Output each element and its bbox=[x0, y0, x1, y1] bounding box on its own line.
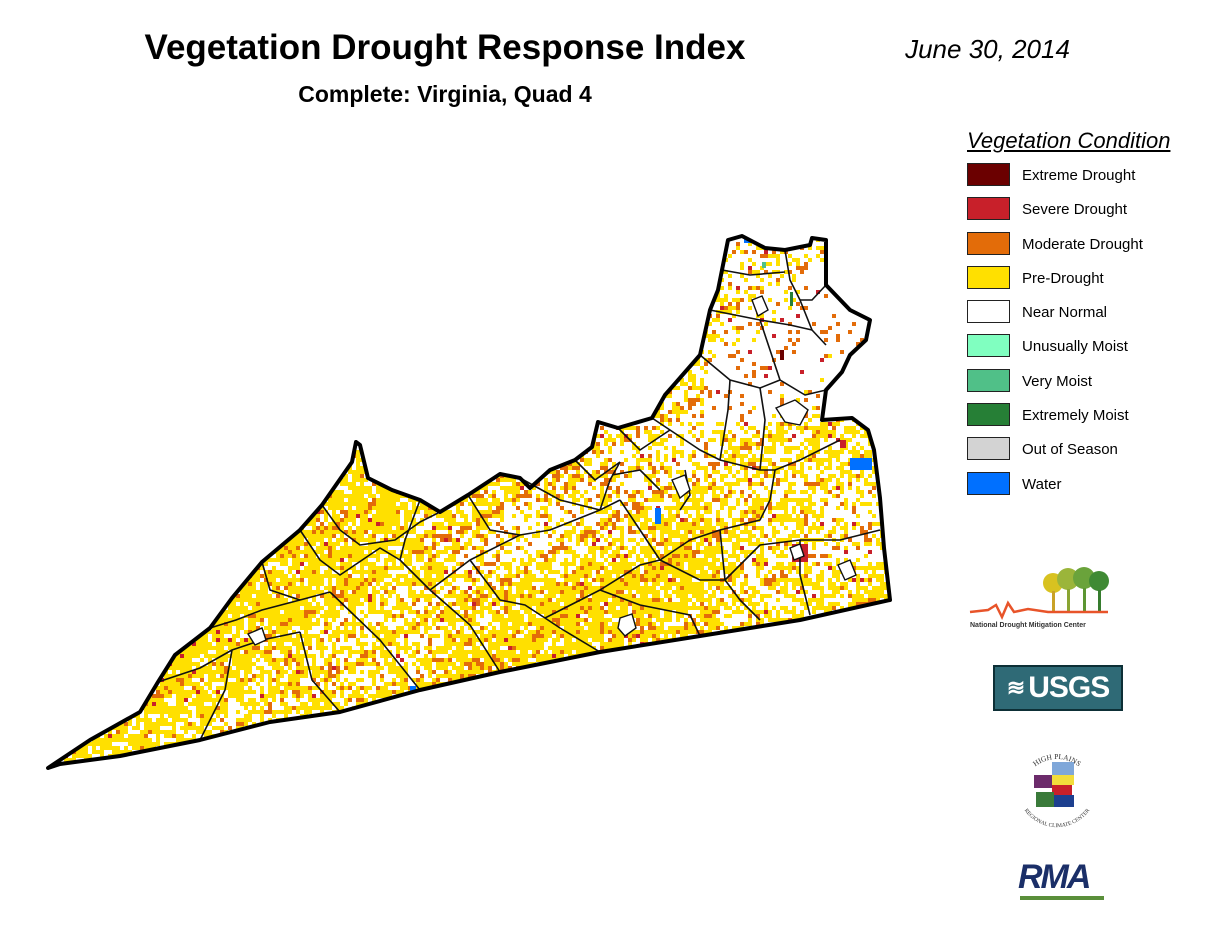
usgs-logo: ≋ USGS bbox=[993, 665, 1123, 711]
legend-swatch bbox=[967, 437, 1010, 461]
raster-patch bbox=[780, 350, 784, 360]
raster-patch bbox=[790, 292, 793, 306]
rma-underline bbox=[1020, 896, 1104, 900]
map-subtitle: Complete: Virginia, Quad 4 bbox=[298, 81, 592, 107]
raster-patch bbox=[762, 262, 766, 268]
legend-label: Extreme Drought bbox=[1022, 167, 1136, 184]
legend-item: Unusually Moist bbox=[967, 334, 1199, 368]
legend-item: Out of Season bbox=[967, 437, 1199, 471]
legend-title: Vegetation Condition bbox=[967, 128, 1171, 153]
legend-item: Moderate Drought bbox=[967, 231, 1199, 266]
raster-patch bbox=[850, 458, 872, 470]
legend-item: Pre-Drought bbox=[967, 265, 1199, 300]
legend-label: Near Normal bbox=[1022, 304, 1108, 322]
rma-logo: RMA bbox=[1018, 858, 1108, 902]
legend-label: Out of Season bbox=[1022, 441, 1118, 459]
legend-label: Very Moist bbox=[1022, 372, 1093, 390]
usgs-wave-icon: ≋ bbox=[1006, 675, 1025, 700]
legend-item: Extreme Drought bbox=[967, 163, 1199, 197]
rma-logo-text: RMA bbox=[1018, 858, 1091, 896]
legend-swatch bbox=[967, 368, 1010, 392]
legend-label: Severe Drought bbox=[1022, 201, 1128, 219]
ndmc-logo: National Drought Mitigation Center bbox=[968, 565, 1113, 633]
legend-item: Water bbox=[967, 471, 1199, 506]
legend-swatch bbox=[967, 231, 1010, 255]
county-boundaries bbox=[157, 249, 881, 741]
independent-city-outlines bbox=[246, 295, 857, 646]
legend-item: Severe Drought bbox=[967, 197, 1199, 231]
legend-swatch bbox=[967, 163, 1010, 186]
legend-item: Extremely Moist bbox=[967, 403, 1199, 437]
legend-items: Extreme Drought Severe Drought Moderate Dr… bbox=[967, 163, 1199, 506]
legend-swatch bbox=[967, 334, 1010, 358]
map-title: Vegetation Drought Response Index bbox=[144, 28, 746, 67]
legend-swatch bbox=[967, 300, 1010, 324]
legend-label: Water bbox=[1022, 475, 1062, 493]
raster-patch bbox=[840, 440, 846, 448]
legend-label: Extremely Moist bbox=[1022, 407, 1129, 425]
ndmc-logo-text: National Drought Mitigation Center bbox=[970, 622, 1086, 629]
legend-swatch bbox=[967, 265, 1010, 289]
raster-patch bbox=[655, 508, 661, 524]
map-date: June 30, 2014 bbox=[905, 34, 1070, 64]
legend-swatch bbox=[967, 471, 1010, 495]
legend-swatch bbox=[967, 197, 1010, 221]
raster-patch bbox=[410, 686, 416, 692]
legend-item: Very Moist bbox=[967, 368, 1199, 403]
hprcc-bottom-text: REGIONAL CLIMATE CENTER bbox=[1023, 808, 1092, 830]
usgs-logo-text: USGS bbox=[1028, 671, 1110, 704]
legend-swatch bbox=[967, 403, 1010, 427]
legend-label: Unusually Moist bbox=[1022, 338, 1128, 356]
legend-label: Moderate Drought bbox=[1022, 235, 1143, 253]
legend-item: Near Normal bbox=[967, 300, 1199, 334]
legend: Vegetation Condition Extreme Drought Seve… bbox=[967, 128, 1199, 506]
hprcc-logo: HIGH PLAINS REGIONAL CLIMATE CENTER bbox=[1012, 752, 1102, 832]
legend-label: Pre-Drought bbox=[1022, 269, 1104, 287]
